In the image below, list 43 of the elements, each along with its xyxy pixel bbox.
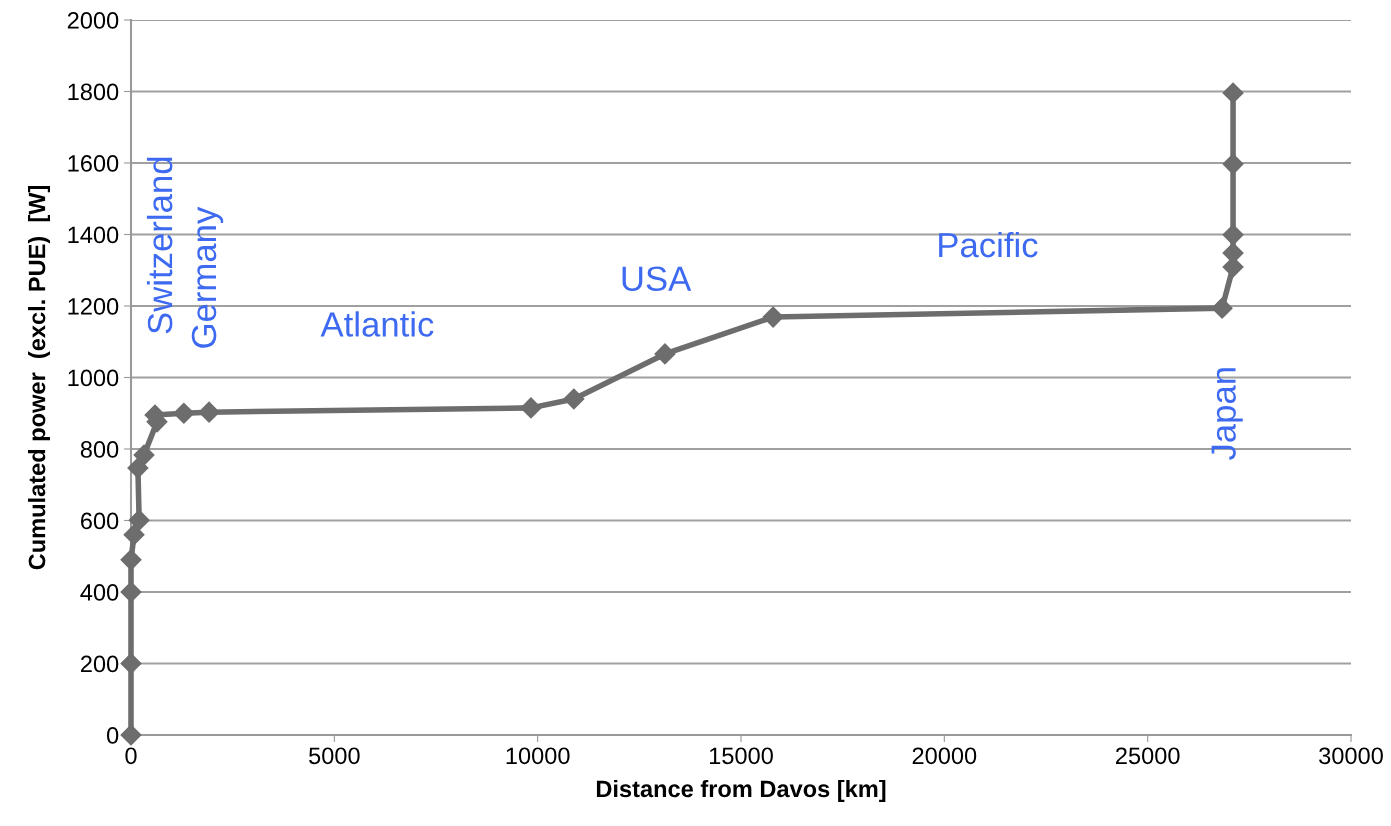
annotation: Switzerland bbox=[146, 157, 173, 334]
x-axis-title: Distance from Davos [km] bbox=[596, 779, 886, 802]
x-tick-label: 0 bbox=[125, 747, 137, 765]
x-tick-label: 25000 bbox=[1116, 747, 1180, 765]
y-tick-label: 1400 bbox=[68, 226, 119, 244]
point bbox=[520, 397, 542, 419]
x-tick-label: 15000 bbox=[709, 747, 773, 765]
point bbox=[133, 444, 155, 466]
y-tick-label: 0 bbox=[106, 727, 119, 744]
y-axis-title: Cumulated power (excl. PUE) [W] bbox=[28, 185, 51, 570]
point bbox=[120, 581, 142, 603]
y-tick-label: 1600 bbox=[68, 155, 119, 172]
point bbox=[1211, 297, 1233, 319]
annotation: Japan bbox=[1211, 368, 1243, 461]
annotation: Atlantic bbox=[320, 311, 434, 337]
annotation: USA bbox=[622, 266, 692, 292]
point bbox=[120, 652, 142, 675]
point bbox=[128, 509, 150, 531]
point bbox=[173, 402, 195, 424]
x-tick-label: 20000 bbox=[912, 747, 977, 765]
x-tick-label: 30000 bbox=[1319, 747, 1383, 765]
x-tick-label: 5000 bbox=[309, 747, 360, 765]
point bbox=[563, 388, 585, 410]
point bbox=[654, 343, 676, 365]
point bbox=[1222, 153, 1244, 175]
annotation: Germany bbox=[191, 206, 224, 348]
y-tick-label: 800 bbox=[80, 441, 119, 458]
x-tick-label: 10000 bbox=[506, 747, 570, 765]
point bbox=[762, 306, 784, 328]
y-tick-label: 400 bbox=[80, 584, 119, 601]
y-tick-label: 200 bbox=[80, 655, 119, 673]
y-tick-label: 1200 bbox=[68, 298, 119, 315]
point bbox=[123, 524, 145, 546]
point bbox=[198, 401, 220, 423]
point bbox=[120, 724, 142, 746]
y-tick-label: 1800 bbox=[68, 83, 119, 101]
point bbox=[120, 549, 142, 571]
point bbox=[1222, 82, 1244, 104]
point bbox=[1222, 224, 1244, 246]
y-tick-label: 1000 bbox=[68, 369, 119, 387]
y-tick-label: 2000 bbox=[67, 12, 119, 29]
y-tick-label: 600 bbox=[81, 512, 119, 530]
annotation: Pacific bbox=[939, 231, 1038, 258]
